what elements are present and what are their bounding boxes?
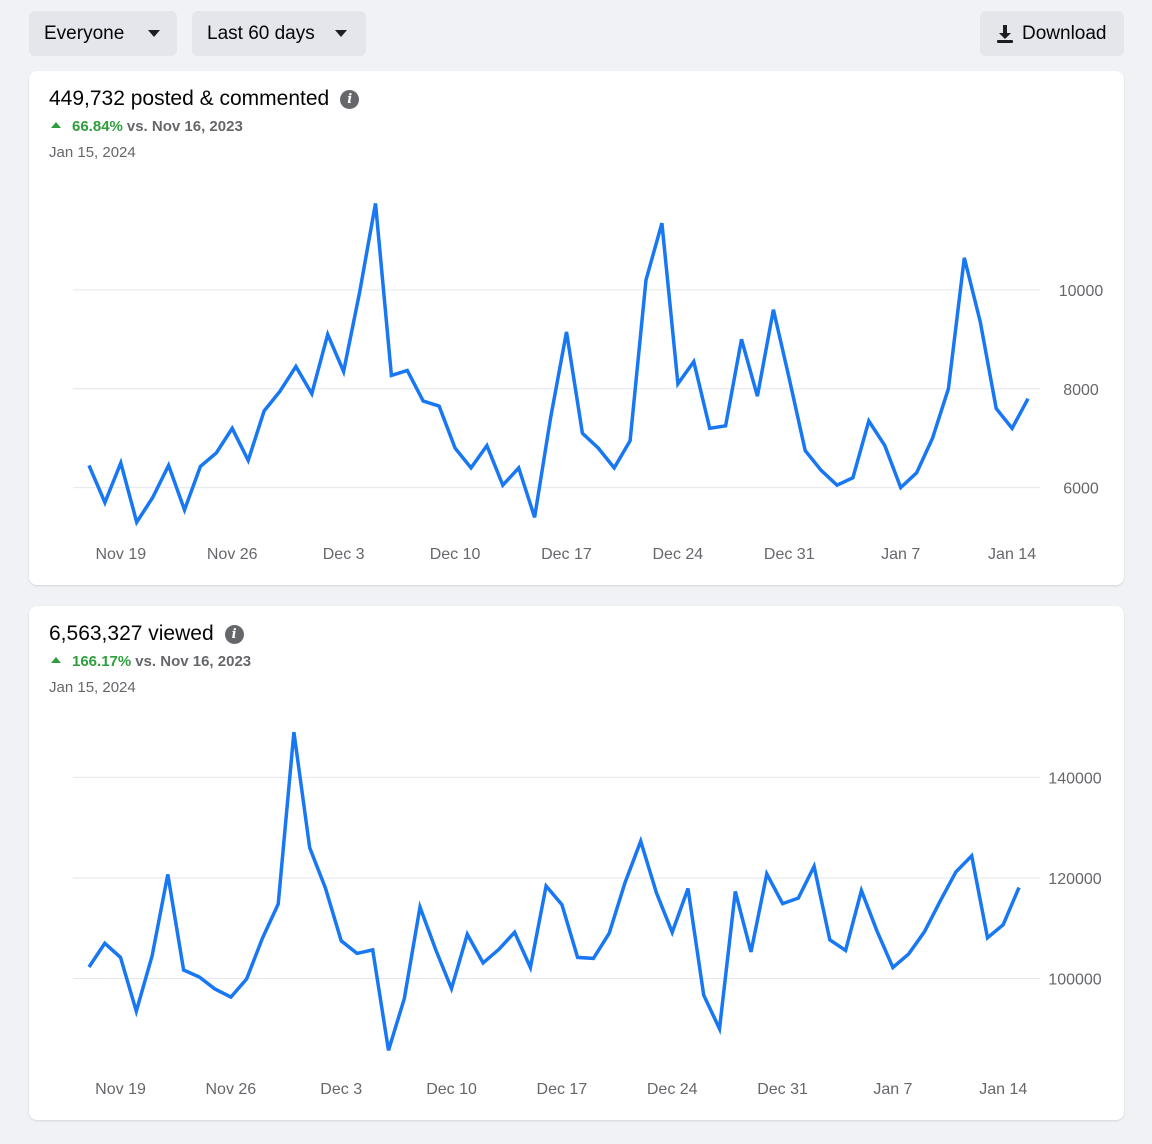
- x-tick-label: Dec 3: [323, 546, 365, 563]
- date-range-dropdown-label: Last 60 days: [207, 22, 315, 44]
- comparison-line: 66.84% vs. Nov 16, 2023: [51, 118, 243, 135]
- x-tick-label: Dec 17: [541, 546, 592, 563]
- posted-commented-card: 449,732 posted & commented i 66.84% vs. …: [29, 71, 1124, 585]
- x-tick-label: Dec 24: [647, 1081, 698, 1098]
- download-icon: [997, 24, 1013, 43]
- change-percent: 166.17%: [72, 653, 132, 670]
- x-tick-label: Nov 19: [95, 1081, 146, 1098]
- x-tick-label: Dec 10: [426, 1081, 477, 1098]
- y-tick-label: 100000: [1048, 972, 1101, 989]
- y-tick-label: 120000: [1048, 871, 1101, 888]
- audience-dropdown-label: Everyone: [44, 22, 125, 44]
- date-range-dropdown[interactable]: Last 60 days: [192, 11, 366, 56]
- y-tick-label: 10000: [1059, 283, 1104, 300]
- comparison-date: vs. Nov 16, 2023: [135, 653, 252, 670]
- viewed-chart: 100000 120000 140000 Nov 19 Nov 26 Dec 3 Dec 1…: [73, 731, 1102, 1098]
- x-tick-label: Dec 3: [320, 1081, 362, 1098]
- caret-down-icon: [335, 30, 347, 37]
- x-tick-label: Dec 31: [764, 546, 815, 563]
- comparison-line: 166.17% vs. Nov 16, 2023: [51, 653, 251, 670]
- download-button[interactable]: Download: [980, 11, 1124, 56]
- info-icon[interactable]: i: [340, 89, 360, 109]
- metric-title: 6,563,327 viewed i: [49, 622, 244, 646]
- caret-down-icon: [148, 30, 160, 37]
- x-tick-label: Nov 26: [207, 546, 258, 563]
- y-tick-label: 6000: [1063, 481, 1099, 498]
- metric-title: 449,732 posted & commented i: [49, 87, 360, 111]
- audience-dropdown[interactable]: Everyone: [29, 11, 177, 56]
- download-button-label: Download: [1022, 22, 1107, 44]
- x-tick-label: Dec 17: [537, 1081, 588, 1098]
- x-tick-label: Nov 19: [95, 546, 146, 563]
- y-tick-label: 8000: [1063, 382, 1099, 399]
- y-tick-label: 140000: [1048, 770, 1101, 787]
- x-tick-label: Jan 7: [873, 1081, 912, 1098]
- info-icon[interactable]: i: [224, 624, 244, 644]
- metric-title-text: 449,732 posted & commented: [49, 87, 330, 110]
- current-date: Jan 15, 2024: [49, 144, 136, 161]
- arrow-up-icon: [51, 657, 61, 663]
- arrow-up-icon: [51, 122, 61, 128]
- current-date: Jan 15, 2024: [49, 679, 136, 696]
- toolbar: Everyone Last 60 days Download: [0, 0, 1152, 64]
- x-tick-label: Dec 31: [757, 1081, 808, 1098]
- x-tick-label: Nov 26: [206, 1081, 257, 1098]
- series-line: [87, 203, 1030, 527]
- series-line: [87, 731, 1021, 1051]
- x-tick-label: Jan 14: [988, 546, 1036, 563]
- x-tick-label: Jan 14: [979, 1081, 1027, 1098]
- x-tick-label: Jan 7: [881, 546, 920, 563]
- x-tick-label: Dec 10: [430, 546, 481, 563]
- change-percent: 66.84%: [72, 118, 123, 135]
- comparison-date: vs. Nov 16, 2023: [126, 118, 243, 135]
- x-tick-label: Dec 24: [653, 546, 704, 563]
- viewed-card: 6,563,327 viewed i 166.17% vs. Nov 16, 2…: [29, 606, 1124, 1120]
- posted-commented-chart: 6000 8000 10000 Nov 19 Nov 26 Dec 3 Dec 10 Dec …: [73, 203, 1104, 563]
- metric-title-text: 6,563,327 viewed: [49, 622, 214, 645]
